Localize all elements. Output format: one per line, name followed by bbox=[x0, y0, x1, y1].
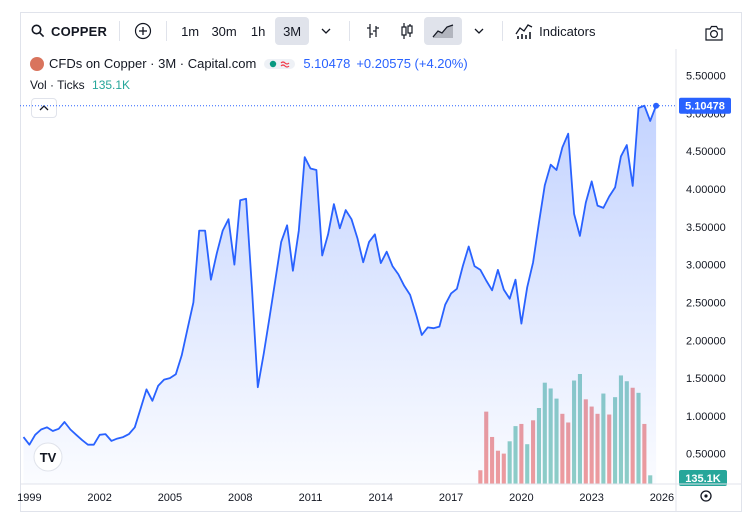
y-tick-label: 4.00000 bbox=[686, 184, 726, 196]
tradingview-logo-icon[interactable]: TV bbox=[33, 442, 63, 472]
y-tick-label: 5.50000 bbox=[686, 70, 726, 82]
indicators-button[interactable]: Indicators bbox=[509, 22, 601, 40]
svg-text:TV: TV bbox=[40, 450, 57, 465]
add-symbol-icon bbox=[135, 22, 152, 40]
x-tick-label: 2023 bbox=[579, 492, 603, 504]
x-tick-label: 2020 bbox=[509, 492, 533, 504]
toolbar-divider bbox=[166, 21, 168, 41]
legend-title: CFDs on Copper · 3M · Capital.com bbox=[49, 56, 257, 71]
candles-style-button[interactable] bbox=[390, 17, 424, 45]
x-tick-label: 2011 bbox=[299, 492, 323, 504]
bar-style-icon bbox=[367, 24, 380, 38]
approx-icon bbox=[280, 60, 290, 68]
price-area-fill bbox=[23, 105, 657, 484]
volume-label: Vol · Ticks bbox=[30, 78, 85, 92]
x-tick-label: 2026 bbox=[650, 492, 674, 504]
y-tick-label: 4.50000 bbox=[686, 146, 726, 158]
collapse-legend-button[interactable] bbox=[31, 98, 57, 118]
area-style-button[interactable] bbox=[424, 17, 463, 45]
interval-3M[interactable]: 3M bbox=[275, 17, 310, 45]
y-tick-label: 1.50000 bbox=[686, 373, 726, 385]
x-tick-label: 2002 bbox=[87, 492, 111, 504]
camera-icon bbox=[705, 25, 723, 41]
x-tick-label: 2008 bbox=[228, 492, 252, 504]
toolbar-divider bbox=[349, 21, 351, 41]
price-change: +0.20575 (+4.20%) bbox=[356, 56, 468, 71]
candles-icon bbox=[401, 23, 413, 39]
settings-gear-icon[interactable] bbox=[700, 490, 712, 502]
x-tick-label: 2017 bbox=[439, 492, 463, 504]
bar-style-button[interactable] bbox=[356, 17, 390, 45]
y-tick-label: 0.50000 bbox=[686, 449, 726, 461]
volume-value: 135.1K bbox=[92, 78, 131, 92]
interval-dropdown[interactable] bbox=[309, 17, 343, 45]
last-price: 5.10478 bbox=[303, 56, 351, 71]
indicators-icon bbox=[515, 24, 533, 39]
price-tag-bg bbox=[679, 97, 731, 114]
interval-1h[interactable]: 1h bbox=[250, 23, 266, 39]
symbol-label: COPPER bbox=[51, 23, 108, 39]
status-dot-icon bbox=[270, 60, 277, 67]
market-status-badge[interactable] bbox=[264, 58, 296, 69]
indicators-label: Indicators bbox=[539, 23, 596, 39]
chevron-down-icon bbox=[321, 28, 331, 34]
x-tick-label: 2005 bbox=[158, 492, 182, 504]
volume-tag: 135.1K bbox=[685, 473, 721, 485]
toolbar-divider bbox=[119, 21, 121, 41]
volume-legend: Vol · Ticks 135.1K bbox=[30, 78, 130, 92]
y-tick-label: 3.50000 bbox=[686, 222, 726, 234]
chevron-down-icon bbox=[474, 28, 484, 34]
x-tick-label: 1999 bbox=[17, 492, 41, 504]
toolbar-divider bbox=[502, 21, 504, 41]
snapshot-button[interactable] bbox=[697, 19, 731, 47]
x-tick-label: 2014 bbox=[369, 492, 393, 504]
y-tick-label: 2.00000 bbox=[686, 335, 726, 347]
y-tick-label: 2.50000 bbox=[686, 297, 726, 309]
chart-legend: CFDs on Copper · 3M · Capital.com 5.1047… bbox=[30, 56, 468, 71]
interval-30m[interactable]: 30m bbox=[211, 23, 237, 39]
area-style-icon bbox=[432, 24, 454, 38]
compare-symbol-button[interactable] bbox=[126, 17, 160, 45]
search-icon bbox=[31, 24, 45, 38]
symbol-search-button[interactable]: COPPER bbox=[25, 17, 113, 45]
y-tick-label: 3.00000 bbox=[686, 260, 726, 272]
price-tag: 5.10478 bbox=[685, 101, 725, 113]
price-line bbox=[22, 104, 657, 446]
capital-logo-icon bbox=[30, 56, 44, 71]
volume-tag-bg bbox=[679, 470, 727, 486]
interval-1m[interactable]: 1m bbox=[181, 23, 200, 39]
y-tick-label: 1.00000 bbox=[686, 411, 726, 423]
top-toolbar: COPPER 1m 30m 1h 3M Indicators bbox=[21, 13, 741, 49]
chart-style-dropdown[interactable] bbox=[462, 17, 496, 45]
